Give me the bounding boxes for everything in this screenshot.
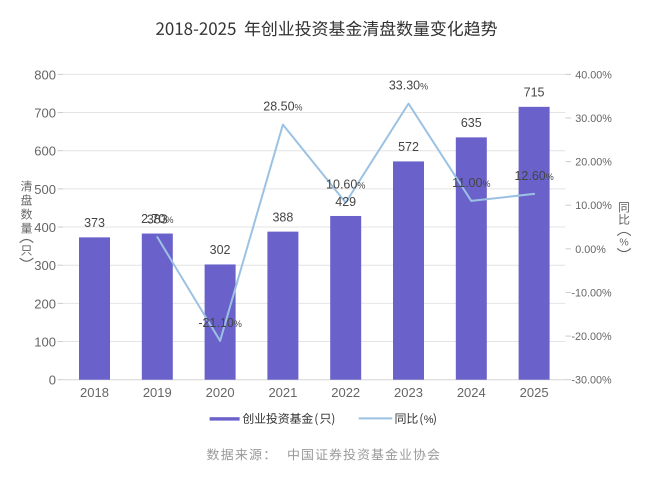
svg-text:200: 200 (34, 296, 56, 311)
svg-text:373: 373 (84, 216, 105, 230)
svg-text:20.00%: 20.00% (575, 157, 612, 169)
svg-text:600: 600 (34, 144, 56, 159)
svg-text:300: 300 (34, 258, 56, 273)
svg-text:0.00%: 0.00% (575, 244, 606, 256)
svg-text:10.60%: 10.60% (326, 178, 365, 192)
svg-text:429: 429 (335, 195, 356, 209)
svg-text:302: 302 (210, 243, 231, 257)
svg-text:715: 715 (524, 86, 545, 100)
svg-text:%: % (424, 414, 434, 426)
svg-text:33.30%: 33.30% (389, 79, 428, 93)
svg-text:2023: 2023 (394, 385, 423, 400)
svg-text:400: 400 (34, 220, 56, 235)
svg-text:2021: 2021 (268, 385, 297, 400)
svg-text:635: 635 (461, 116, 482, 130)
svg-text:-10.00%: -10.00% (571, 288, 612, 300)
svg-text:40.00%: 40.00% (575, 69, 612, 81)
svg-text:-20.00%: -20.00% (571, 331, 612, 343)
svg-text:572: 572 (398, 140, 419, 154)
svg-text:%: % (619, 236, 628, 248)
svg-text:28.50%: 28.50% (263, 100, 302, 114)
svg-text:2024: 2024 (457, 385, 486, 400)
svg-text:-21.10%: -21.10% (198, 316, 241, 330)
svg-text:2018: 2018 (80, 385, 109, 400)
svg-text:800: 800 (34, 67, 56, 82)
svg-text:12.60%: 12.60% (514, 169, 553, 183)
svg-text:383: 383 (147, 212, 168, 226)
svg-text:2.70%: 2.70% (141, 212, 173, 226)
svg-text:30.00%: 30.00% (575, 113, 612, 125)
svg-text:700: 700 (34, 106, 56, 121)
svg-text:2025: 2025 (520, 385, 549, 400)
svg-text:100: 100 (34, 334, 56, 349)
svg-text:2020: 2020 (206, 385, 235, 400)
svg-text:388: 388 (272, 210, 293, 224)
svg-text:500: 500 (34, 182, 56, 197)
svg-text:2022: 2022 (331, 385, 360, 400)
svg-text:0: 0 (49, 373, 56, 388)
svg-text:10.00%: 10.00% (575, 200, 612, 212)
svg-text:11.00%: 11.00% (452, 176, 490, 190)
svg-text:-30.00%: -30.00% (571, 375, 612, 387)
svg-text:2019: 2019 (143, 385, 172, 400)
